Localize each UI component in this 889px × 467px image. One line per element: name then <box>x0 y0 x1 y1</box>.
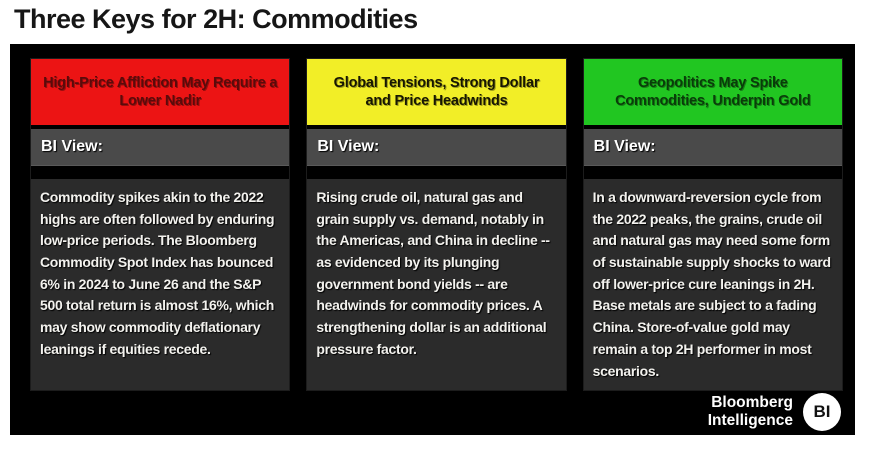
three-keys-panel: High-Price Affliction May Require a Lowe… <box>10 44 855 435</box>
card-body-text: In a downward-reversion cycle from the 2… <box>583 179 842 391</box>
card-body-text: Commodity spikes akin to the 2022 highs … <box>31 179 290 391</box>
card-global-tensions: Global Tensions, Strong Dollar and Price… <box>306 58 567 392</box>
card-body-text: Rising crude oil, natural gas and grain … <box>307 179 566 391</box>
page-title: Three Keys for 2H: Commodities <box>14 4 418 34</box>
footer-brand: Bloomberg Intelligence BI <box>30 388 843 435</box>
card-geopolitics-gold: Geopolitics May Spike Commodities, Under… <box>582 58 843 392</box>
bi-logo-icon: BI <box>803 392 841 431</box>
bi-view-label: BI View: <box>593 138 656 155</box>
bi-view-label: BI View: <box>317 138 380 155</box>
card-header-green: Geopolitics May Spike Commodities, Under… <box>583 59 842 125</box>
card-header-yellow: Global Tensions, Strong Dollar and Price… <box>307 59 566 125</box>
bloomberg-intelligence-wordmark: Bloomberg Intelligence <box>708 394 793 430</box>
card-high-price-affliction: High-Price Affliction May Require a Lowe… <box>30 58 291 392</box>
bi-view-bar: BI View: <box>31 129 290 166</box>
bi-view-bar: BI View: <box>583 129 842 166</box>
card-header-red: High-Price Affliction May Require a Lowe… <box>31 59 290 125</box>
brand-line1: Bloomberg <box>711 393 793 411</box>
cards-row: High-Price Affliction May Require a Lowe… <box>30 58 843 392</box>
brand-line2: Intelligence <box>707 411 793 429</box>
page: Three Keys for 2H: Commodities High-Pric… <box>0 4 889 435</box>
bi-view-bar: BI View: <box>307 129 566 166</box>
bi-view-label: BI View: <box>41 138 103 155</box>
